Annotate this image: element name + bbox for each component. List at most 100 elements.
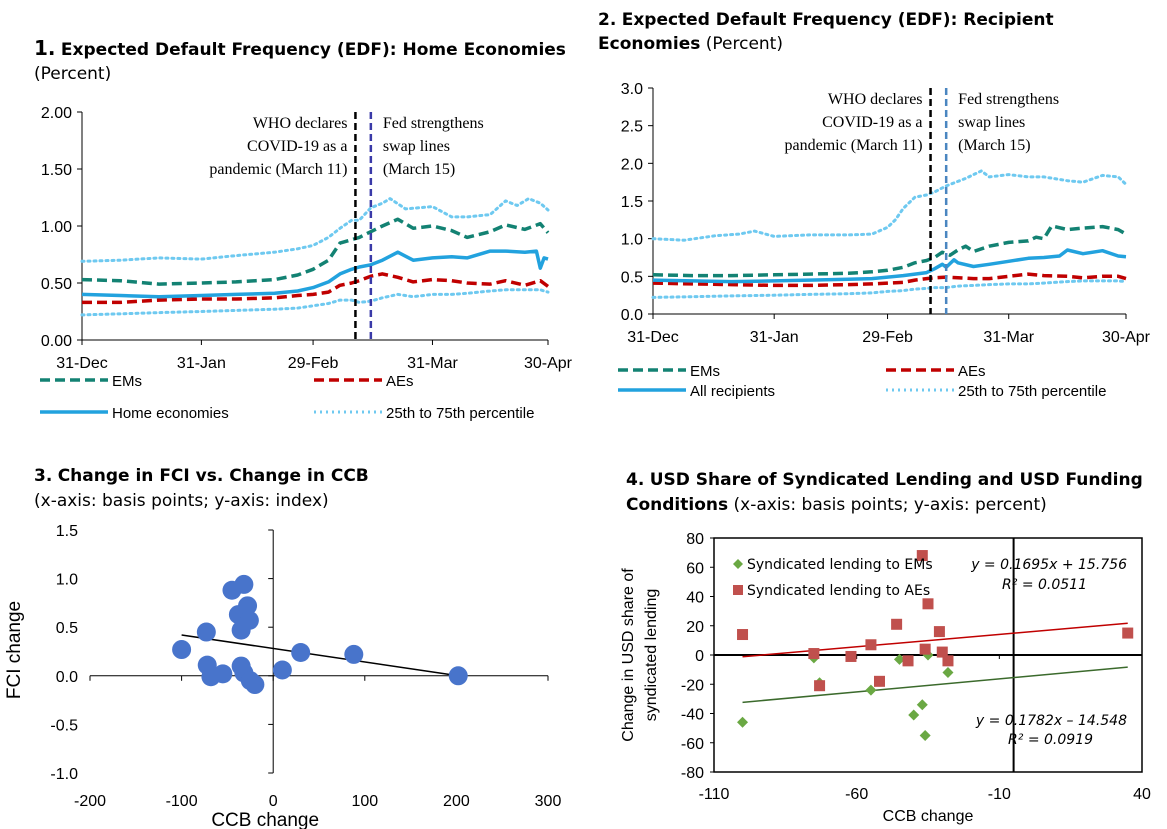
panel4-ems-point	[942, 667, 954, 679]
panel1-who-annotation: COVID-19 as a	[247, 138, 347, 155]
panel1-series-home-economies	[81, 249, 549, 299]
panel4-trendline-ems	[742, 666, 1128, 704]
panel3-subtitle-text: (x-axis: basis points; y-axis: index)	[34, 491, 329, 511]
panel2-series-ems	[652, 224, 1127, 278]
panel1-x-tick-label: 31-Dec	[56, 355, 108, 372]
panel2-y-tick-label: 2.0	[621, 156, 643, 173]
panel1-number: 1.	[34, 36, 56, 60]
panel3-x-tick-label: -200	[74, 793, 106, 810]
panel3-y-tick-label: 1.5	[56, 523, 78, 540]
panel3-scatter-point	[213, 664, 233, 684]
panel4-subtitle-text: (x-axis: basis points; y-axis: percent)	[733, 495, 1047, 515]
panel3-subtitle: (x-axis: basis points; y-axis: index)	[34, 489, 329, 513]
panel4-legend-aes-label: Syndicated lending to AEs	[747, 583, 930, 599]
panel4-aes-equation: y = 0.1695x + 15.756	[970, 557, 1127, 573]
panel4-y-tick-label: -60	[681, 736, 704, 753]
panel3-x-tick-label: 300	[535, 793, 562, 810]
panel4-x-tick-label: 40	[1133, 786, 1151, 803]
panel1-series-25th-percentile	[80, 288, 550, 317]
panel1-who-annotation: pandemic (March 11)	[209, 161, 347, 178]
panel1-fed-annotation: (March 15)	[383, 161, 455, 178]
panel2-x-tick-label: 31-Jan	[750, 329, 799, 346]
panel4-ems-point	[737, 716, 749, 728]
panel4-ems-r2: R² = 0.0919	[1008, 732, 1093, 748]
panel3-x-tick-label: -100	[166, 793, 198, 810]
panel2-title-line1: Expected Default Frequency (EDF): Recipi…	[621, 10, 1054, 30]
panel1-series-ems	[81, 217, 550, 286]
panel2-title-line2: Economies	[598, 34, 701, 54]
panel3-y-axis-label: FCI change	[4, 601, 25, 699]
panel1-x-tick-label: 31-Mar	[407, 355, 458, 372]
panel4-y-tick-label: -80	[681, 765, 704, 782]
panel1-y-tick-label: 1.00	[41, 219, 72, 236]
panel2-legend-label: 25th to 75th percentile	[958, 383, 1106, 400]
panel3-x-tick-label: 0	[269, 793, 278, 810]
panel2-y-tick-label: 0.0	[621, 307, 643, 324]
panel1-title-text: Expected Default Frequency (EDF): Home E…	[60, 40, 566, 60]
panel3-y-tick-label: 0.5	[56, 620, 78, 637]
panel1-title: 1. Expected Default Frequency (EDF): Hom…	[34, 36, 566, 62]
panel3-scatter-point	[196, 622, 216, 642]
panel4-ems-point	[916, 699, 928, 711]
panel3-scatter-point	[272, 660, 292, 680]
panel2-x-tick-label: 29-Feb	[862, 329, 913, 346]
panel2-title: 2. Expected Default Frequency (EDF): Rec…	[598, 8, 1054, 32]
panel2-fed-annotation: (March 15)	[958, 137, 1030, 154]
panel1-legend-label: Home economies	[112, 405, 229, 422]
panel1-legend-label: EMs	[112, 373, 142, 390]
panel3-scatter-point	[231, 620, 251, 640]
panel1-x-tick-label: 31-Jan	[177, 355, 226, 372]
panel4-title2: Conditions (x-axis: basis points; y-axis…	[626, 493, 1047, 517]
panel4-legend-ems-marker	[733, 559, 743, 569]
panel4-aes-point	[919, 643, 931, 655]
panel3-scatter-point	[234, 574, 254, 594]
panel4-aes-point	[891, 618, 903, 630]
panel4-ems-point	[865, 684, 877, 696]
panel3-y-tick-label: -0.5	[50, 717, 78, 734]
panel4-y-tick-label: 20	[686, 619, 704, 636]
panel1-x-tick-label: 30-Apr	[524, 355, 573, 372]
panel4-aes-point	[808, 648, 820, 660]
panel2-fed-annotation: swap lines	[958, 114, 1025, 131]
panel2-y-tick-label: 1.0	[621, 232, 643, 249]
panel2-y-tick-label: 1.5	[621, 194, 643, 211]
panel2-who-annotation: COVID-19 as a	[822, 114, 922, 131]
panel3-trendline	[181, 634, 459, 677]
panel4-aes-r2: R² = 0.0511	[1002, 577, 1087, 593]
panel4-aes-point	[922, 598, 934, 610]
panel4-y-tick-label: 40	[686, 590, 704, 607]
panel4-aes-point	[936, 646, 948, 658]
panel1-series-aes	[82, 272, 550, 305]
panel4-aes-point	[814, 680, 826, 692]
panel4-legend-aes-marker	[733, 585, 743, 595]
panel4-y-tick-label: 0	[695, 648, 704, 665]
panel3-x-axis-label: CCB change	[211, 810, 319, 829]
panel4-aes-point	[1122, 627, 1134, 639]
panel1-series-75th-percentile	[80, 197, 550, 263]
panel4-legend-ems-label: Syndicated lending to EMs	[747, 557, 933, 573]
panel4-title: 4. USD Share of Syndicated Lending and U…	[626, 468, 1143, 492]
panel1-subtitle: (Percent)	[34, 62, 111, 86]
panel2-who-annotation: WHO declares	[828, 91, 923, 108]
panel2-x-tick-label: 30-Apr	[1102, 329, 1151, 346]
panel3-scatter-point	[344, 644, 364, 664]
panel4-x-tick-label: -110	[699, 786, 730, 803]
panel3-scatter-point	[291, 642, 311, 662]
panel4-ems-point	[908, 709, 920, 721]
panel2-legend-label: All recipients	[690, 383, 775, 400]
panel3-y-tick-label: 1.0	[56, 572, 78, 589]
panel2-title2: Economies (Percent)	[598, 32, 783, 56]
panel1-y-tick-label: 0.00	[41, 333, 72, 350]
panel2-y-tick-label: 2.5	[621, 119, 643, 136]
panel2-number: 2.	[598, 10, 617, 30]
panel3-y-tick-label: 0.0	[56, 669, 78, 686]
panel1-legend-label: AEs	[386, 373, 414, 390]
panel3-title-text: Change in FCI vs. Change in CCB	[57, 466, 369, 486]
panel3-title: 3. Change in FCI vs. Change in CCB	[34, 464, 369, 488]
panel2-who-annotation: pandemic (March 11)	[785, 137, 923, 154]
panel1-subtitle-text: (Percent)	[34, 64, 112, 84]
panel4-title-line2: Conditions	[626, 495, 729, 515]
panel2-series-all-recipients	[652, 248, 1127, 284]
panel2-legend-label: EMs	[690, 363, 720, 380]
